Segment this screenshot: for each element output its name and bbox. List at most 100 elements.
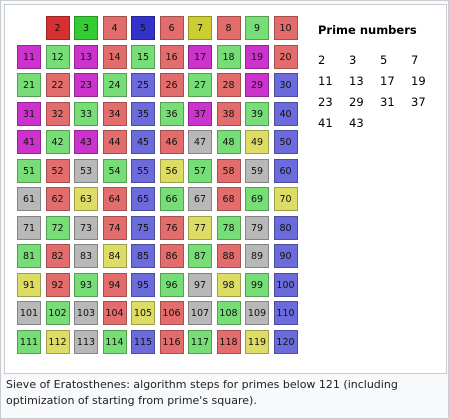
number-cell: 2 — [45, 16, 70, 40]
number-cell: 93 — [74, 272, 98, 297]
number-cell: 80 — [273, 215, 298, 240]
number-cell: 45 — [131, 130, 155, 154]
number-cell: 28 — [216, 73, 241, 97]
number-cell: 11 — [17, 44, 41, 69]
prime-value: 41 — [318, 116, 333, 130]
number-cell: 56 — [159, 158, 184, 183]
number-cell: 49 — [245, 130, 269, 154]
number-cell: 9 — [245, 16, 269, 40]
number-cell: 54 — [102, 158, 127, 183]
number-grid: 2 3 4 5 6 7 8 9 10 11 12 13 14 15 16 17 18 19 20 21 22 23 24 25… — [17, 16, 303, 356]
number-cell: 4 — [102, 16, 127, 40]
number-cell: 58 — [216, 158, 241, 183]
number-cell: 62 — [45, 187, 70, 211]
number-cell: 107 — [188, 301, 212, 325]
number-cell: 26 — [159, 73, 184, 97]
number-cell: 113 — [74, 329, 98, 354]
number-cell: 52 — [45, 158, 70, 183]
number-cell: 19 — [245, 44, 269, 69]
prime-value: 23 — [318, 95, 333, 109]
number-cell: 94 — [102, 272, 127, 297]
number-cell: 37 — [188, 101, 212, 126]
number-cell: 8 — [216, 16, 241, 40]
number-cell: 34 — [102, 101, 127, 126]
number-cell: 84 — [102, 244, 127, 268]
number-cell: 69 — [245, 187, 269, 211]
number-cell: 87 — [188, 244, 212, 268]
prime-value: 5 — [380, 53, 388, 67]
number-cell: 86 — [159, 244, 184, 268]
number-cell: 17 — [188, 44, 212, 69]
prime-value: 13 — [349, 74, 364, 88]
number-cell: 27 — [188, 73, 212, 97]
primes-title: Prime numbers — [318, 23, 417, 37]
number-cell: 96 — [159, 272, 184, 297]
number-cell: 32 — [45, 101, 70, 126]
number-cell: 15 — [131, 44, 155, 69]
number-cell: 33 — [74, 101, 98, 126]
number-cell: 29 — [245, 73, 269, 97]
number-cell: 24 — [102, 73, 127, 97]
number-cell: 12 — [45, 44, 70, 69]
number-cell: 85 — [131, 244, 155, 268]
number-cell: 70 — [273, 187, 298, 211]
number-cell: 18 — [216, 44, 241, 69]
number-cell: 7 — [188, 16, 212, 40]
number-cell: 110 — [273, 301, 298, 325]
number-cell: 74 — [102, 215, 127, 240]
number-cell: 68 — [216, 187, 241, 211]
number-cell: 66 — [159, 187, 184, 211]
number-cell: 118 — [216, 329, 241, 354]
number-cell: 59 — [245, 158, 269, 183]
number-cell: 36 — [159, 101, 184, 126]
prime-value: 7 — [411, 53, 419, 67]
number-cell: 42 — [45, 130, 70, 154]
prime-value: 37 — [411, 95, 426, 109]
number-cell: 16 — [159, 44, 184, 69]
primes-list: 2 3 5 7 11 13 17 19 23 29 31 37 41 43 — [318, 53, 443, 130]
number-cell: 60 — [273, 158, 298, 183]
prime-value: 2 — [318, 53, 326, 67]
number-cell: 38 — [216, 101, 241, 126]
number-cell: 40 — [273, 101, 298, 126]
number-cell: 83 — [74, 244, 98, 268]
number-cell: 21 — [17, 73, 41, 97]
number-cell: 31 — [17, 101, 41, 126]
number-cell: 77 — [188, 215, 212, 240]
number-cell: 119 — [245, 329, 269, 354]
prime-value: 29 — [349, 95, 364, 109]
number-cell: 35 — [131, 101, 155, 126]
number-cell: 13 — [74, 44, 98, 69]
number-cell: 67 — [188, 187, 212, 211]
number-cell: 111 — [17, 329, 41, 354]
number-cell: 72 — [45, 215, 70, 240]
number-cell: 114 — [102, 329, 127, 354]
number-cell: 108 — [216, 301, 241, 325]
number-cell: 30 — [273, 73, 298, 97]
number-cell: 116 — [159, 329, 184, 354]
figure-caption: Sieve of Eratosthenes: algorithm steps f… — [6, 378, 398, 407]
number-cell: 10 — [273, 16, 298, 40]
number-cell: 61 — [17, 187, 41, 211]
number-cell: 91 — [17, 272, 41, 297]
number-cell: 3 — [74, 16, 98, 40]
number-cell: 103 — [74, 301, 98, 325]
number-cell: 43 — [74, 130, 98, 154]
number-cell: 106 — [159, 301, 184, 325]
number-cell: 109 — [245, 301, 269, 325]
number-cell: 50 — [273, 130, 298, 154]
sieve-image[interactable]: 2 3 4 5 6 7 8 9 10 11 12 13 14 15 16 17 18 19 20 21 22 23 24 25… — [4, 4, 447, 374]
number-cell: 5 — [131, 16, 155, 40]
number-cell: 89 — [245, 244, 269, 268]
number-cell: 41 — [17, 130, 41, 154]
number-cell: 88 — [216, 244, 241, 268]
number-cell: 48 — [216, 130, 241, 154]
number-cell: 57 — [188, 158, 212, 183]
number-cell: 46 — [159, 130, 184, 154]
number-cell: 100 — [273, 272, 298, 297]
number-cell: 98 — [216, 272, 241, 297]
number-cell: 112 — [45, 329, 70, 354]
number-cell: 39 — [245, 101, 269, 126]
number-cell: 102 — [45, 301, 70, 325]
